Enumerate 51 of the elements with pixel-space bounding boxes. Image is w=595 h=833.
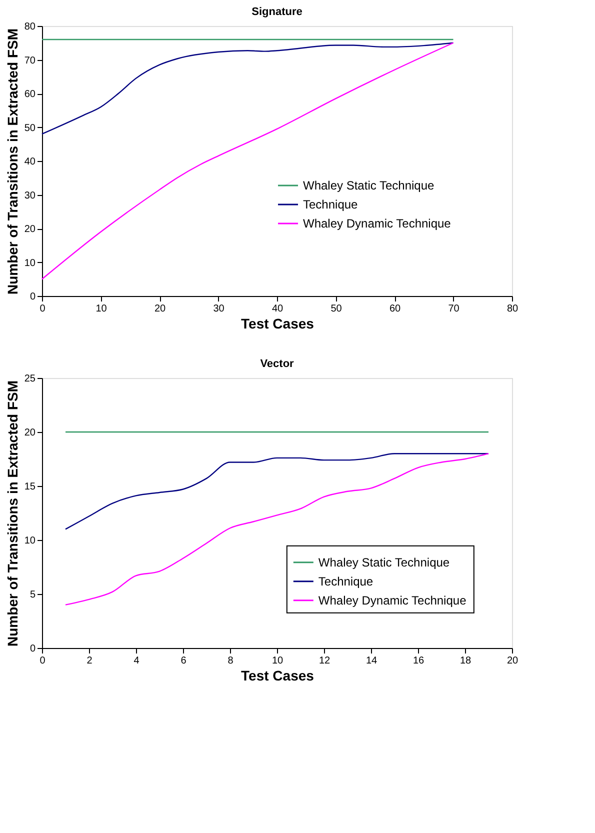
legend-label: Whaley Dynamic Technique xyxy=(303,216,452,230)
legend-label: Whaley Static Technique xyxy=(303,178,435,192)
y-tick-label: 5 xyxy=(30,590,36,600)
y-tick-label: 50 xyxy=(24,122,36,134)
y-tick-label: 20 xyxy=(24,428,36,438)
y-tick-label: 10 xyxy=(24,536,36,546)
chart-title: Vector xyxy=(260,358,295,370)
y-tick-label: 25 xyxy=(24,374,36,384)
x-tick-label: 14 xyxy=(366,656,378,666)
y-axis-title: Number of Transitions in Extracted FSM xyxy=(4,28,20,295)
chart-title: Signature xyxy=(252,6,302,18)
y-tick-label: 0 xyxy=(30,644,36,654)
x-tick-label: 40 xyxy=(272,304,284,314)
x-tick-label: 70 xyxy=(448,304,460,314)
line-series xyxy=(41,42,454,135)
line-series xyxy=(64,453,490,606)
legend-label: Technique xyxy=(303,198,358,212)
y-tick-label: 15 xyxy=(24,482,36,492)
line-series xyxy=(41,42,454,280)
x-tick-label: 20 xyxy=(506,656,518,666)
x-tick-label: 10 xyxy=(96,304,108,314)
x-tick-label: 50 xyxy=(330,304,342,314)
y-tick-label: 70 xyxy=(24,55,36,66)
y-axis-title: Number of Transitions in Extracted FSM xyxy=(4,380,20,647)
legend-label: Whaley Static Technique xyxy=(318,555,450,570)
x-tick-label: 2 xyxy=(86,656,93,666)
y-tick-label: 20 xyxy=(24,224,36,235)
x-tick-label: 20 xyxy=(154,304,166,314)
y-tick-label: 40 xyxy=(24,156,36,168)
x-tick-label: 16 xyxy=(412,656,424,666)
y-tick-label: 30 xyxy=(24,190,36,202)
x-tick-label: 0 xyxy=(40,656,46,666)
x-tick-label: 80 xyxy=(506,304,518,314)
line-series xyxy=(64,453,490,530)
x-tick-label: 18 xyxy=(460,656,472,666)
x-tick-label: 30 xyxy=(213,304,225,314)
x-tick-label: 4 xyxy=(134,656,140,666)
x-tick-label: 0 xyxy=(40,304,46,314)
x-tick-label: 60 xyxy=(389,304,401,314)
x-tick-label: 10 xyxy=(272,656,284,666)
x-axis-title: Test Cases xyxy=(241,668,314,684)
x-axis-title: Test Cases xyxy=(241,316,314,332)
y-tick-label: 10 xyxy=(24,258,36,269)
legend-label: Technique xyxy=(318,574,374,588)
legend-label: Whaley Dynamic Technique xyxy=(318,593,467,608)
x-tick-label: 8 xyxy=(228,656,234,666)
y-tick-label: 60 xyxy=(24,89,36,100)
y-tick-label: 80 xyxy=(24,22,36,32)
x-tick-label: 6 xyxy=(180,656,187,666)
x-tick-label: 12 xyxy=(318,656,330,666)
y-tick-label: 0 xyxy=(30,292,36,302)
